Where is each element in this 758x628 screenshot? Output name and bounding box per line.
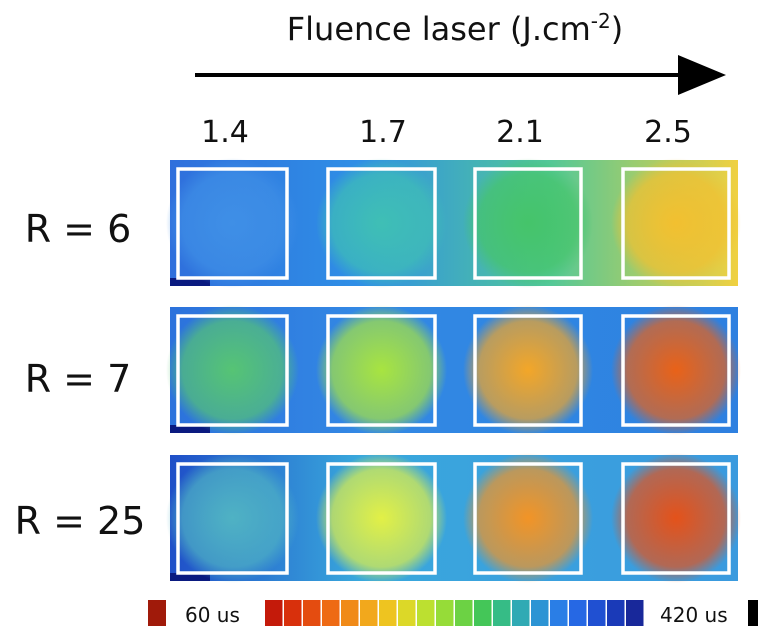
colorbar-segment — [607, 600, 625, 626]
column-label: 2.1 — [496, 115, 544, 150]
heatmap-cell — [166, 453, 299, 583]
roi-box — [473, 462, 583, 575]
colorbar-segment — [493, 600, 511, 626]
colorbar-segment — [284, 600, 302, 626]
roi-box — [473, 167, 583, 280]
heatmap-cell — [611, 453, 741, 583]
heatmap-cell — [463, 305, 593, 435]
colorbar-segment — [569, 600, 587, 626]
roi-box — [621, 167, 731, 280]
colorbar-max-label: 420 us — [660, 603, 728, 627]
roi-box — [473, 314, 583, 427]
heatmap-cell — [316, 158, 447, 288]
heatmap-cell — [611, 158, 741, 288]
roi-box — [176, 462, 289, 575]
colorbar-min-swatch — [148, 600, 166, 626]
colorbar-segment — [474, 600, 492, 626]
column-label: 1.4 — [201, 115, 249, 150]
roi-box — [621, 314, 731, 427]
colorbar-segment — [303, 600, 321, 626]
roi-box — [326, 462, 437, 575]
row-label: R = 7 — [25, 357, 132, 401]
colorbar-segment — [455, 600, 473, 626]
heatmap-cell — [166, 305, 299, 435]
colorbar-segment — [322, 600, 340, 626]
colorbar-segment — [417, 600, 435, 626]
row-label: R = 6 — [25, 207, 132, 251]
roi-box — [326, 167, 437, 280]
colorbar-segment — [398, 600, 416, 626]
colorbar-min-label: 60 us — [185, 603, 240, 627]
roi-box — [621, 462, 731, 575]
roi-box — [176, 314, 289, 427]
heatmap-cell — [166, 158, 299, 288]
colorbar-segment — [512, 600, 530, 626]
colorbar-segment — [379, 600, 397, 626]
heatmap-cell — [463, 158, 593, 288]
heatmap-cell — [316, 305, 447, 435]
colorbar-segment — [588, 600, 606, 626]
column-label: 2.5 — [644, 115, 692, 150]
colorbar-segment — [265, 600, 283, 626]
roi-box — [176, 167, 289, 280]
title: Fluence laser (J.cm-2) — [287, 9, 623, 48]
colorbar-segment — [436, 600, 454, 626]
row-label: R = 25 — [15, 499, 146, 543]
colorbar-segment — [360, 600, 378, 626]
heatmap-cell — [463, 453, 593, 583]
colorbar-segment — [531, 600, 549, 626]
colorbar-max-swatch — [748, 600, 758, 626]
heatmap-cell — [316, 453, 447, 583]
column-label: 1.7 — [359, 115, 407, 150]
roi-box — [326, 314, 437, 427]
colorbar-segment — [550, 600, 568, 626]
colorbar-segment — [341, 600, 359, 626]
heatmap-cell — [611, 305, 741, 435]
colorbar-segment — [626, 600, 644, 626]
